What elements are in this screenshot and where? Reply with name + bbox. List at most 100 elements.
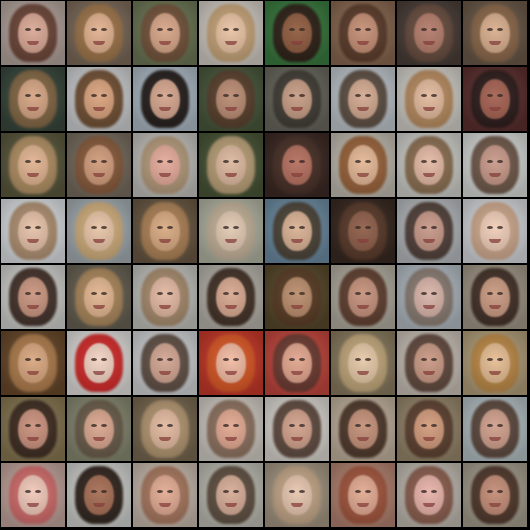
face-tile: [463, 67, 527, 131]
right-eye: [431, 490, 437, 493]
left-eye: [487, 358, 493, 361]
face-tile: [265, 199, 329, 263]
right-eye: [497, 424, 503, 427]
face-shape: [414, 475, 444, 515]
mouth: [93, 305, 105, 309]
right-eye: [497, 358, 503, 361]
right-eye: [233, 292, 239, 295]
right-eye: [299, 424, 305, 427]
face-tile: [397, 1, 461, 65]
left-eye: [421, 160, 427, 163]
left-eye: [91, 292, 97, 295]
right-eye: [299, 358, 305, 361]
mouth: [357, 305, 369, 309]
right-eye: [233, 94, 239, 97]
left-eye: [223, 226, 229, 229]
left-eye: [289, 94, 295, 97]
right-eye: [365, 94, 371, 97]
left-eye: [355, 94, 361, 97]
right-eye: [431, 226, 437, 229]
mouth: [291, 107, 303, 111]
face-shape: [84, 79, 114, 119]
left-eye: [157, 292, 163, 295]
face-tile: [397, 67, 461, 131]
face-shape: [480, 475, 510, 515]
right-eye: [167, 292, 173, 295]
face-tile: [265, 67, 329, 131]
face-tile: [265, 1, 329, 65]
right-eye: [167, 160, 173, 163]
mouth: [27, 41, 39, 45]
left-eye: [355, 226, 361, 229]
right-eye: [101, 28, 107, 31]
face-shape: [84, 409, 114, 449]
mouth: [423, 107, 435, 111]
face-shape: [414, 409, 444, 449]
left-eye: [91, 424, 97, 427]
mouth: [357, 239, 369, 243]
face-shape: [414, 13, 444, 53]
right-eye: [167, 94, 173, 97]
face-shape: [348, 211, 378, 251]
face-shape: [216, 277, 246, 317]
face-shape: [480, 409, 510, 449]
face-shape: [348, 79, 378, 119]
mouth: [489, 437, 501, 441]
face-tile: [199, 397, 263, 461]
left-eye: [355, 292, 361, 295]
face-tile: [67, 133, 131, 197]
mouth: [27, 503, 39, 507]
right-eye: [101, 358, 107, 361]
right-eye: [497, 28, 503, 31]
left-eye: [223, 160, 229, 163]
face-tile: [265, 463, 329, 527]
mouth: [93, 437, 105, 441]
face-shape: [480, 343, 510, 383]
left-eye: [25, 292, 31, 295]
face-shape: [480, 277, 510, 317]
left-eye: [157, 160, 163, 163]
mouth: [489, 371, 501, 375]
mouth: [489, 305, 501, 309]
face-tile: [463, 463, 527, 527]
left-eye: [25, 94, 31, 97]
face-shape: [150, 343, 180, 383]
face-tile: [67, 397, 131, 461]
right-eye: [299, 28, 305, 31]
mouth: [93, 41, 105, 45]
left-eye: [223, 424, 229, 427]
left-eye: [223, 94, 229, 97]
left-eye: [223, 490, 229, 493]
left-eye: [487, 490, 493, 493]
left-eye: [289, 28, 295, 31]
face-shape: [480, 13, 510, 53]
right-eye: [101, 94, 107, 97]
left-eye: [25, 424, 31, 427]
mouth: [423, 371, 435, 375]
left-eye: [289, 424, 295, 427]
left-eye: [487, 424, 493, 427]
mouth: [159, 437, 171, 441]
face-tile: [1, 133, 65, 197]
mouth: [423, 437, 435, 441]
face-shape: [18, 211, 48, 251]
left-eye: [157, 94, 163, 97]
left-eye: [223, 358, 229, 361]
right-eye: [35, 226, 41, 229]
face-shape: [480, 211, 510, 251]
mouth: [225, 305, 237, 309]
face-shape: [150, 211, 180, 251]
face-tile: [67, 199, 131, 263]
face-shape: [216, 343, 246, 383]
right-eye: [35, 160, 41, 163]
right-eye: [497, 292, 503, 295]
mouth: [93, 239, 105, 243]
face-shape: [150, 79, 180, 119]
mouth: [225, 173, 237, 177]
face-tile: [67, 265, 131, 329]
right-eye: [365, 28, 371, 31]
left-eye: [355, 28, 361, 31]
face-tile: [133, 199, 197, 263]
mouth: [357, 107, 369, 111]
face-shape: [414, 79, 444, 119]
